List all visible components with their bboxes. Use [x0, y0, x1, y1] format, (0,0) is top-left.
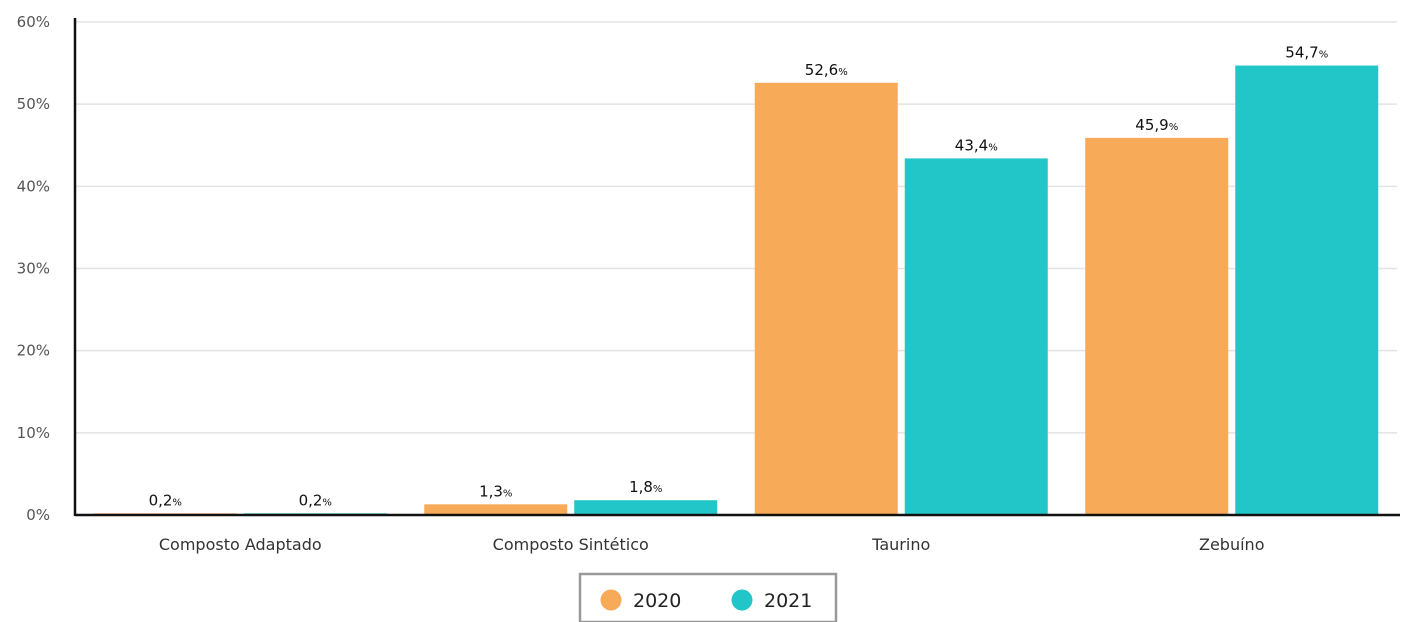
- bars: [93, 65, 1379, 516]
- data-label: 45,9%: [1135, 116, 1178, 134]
- bar-2021-1[interactable]: [574, 500, 718, 515]
- bar-2020-3[interactable]: [1085, 137, 1229, 516]
- data-label: 43,4%: [955, 136, 998, 154]
- legend-label-2020[interactable]: 2020: [633, 590, 681, 612]
- y-tick-label: 20%: [17, 342, 50, 360]
- x-tick-label: Composto Adaptado: [159, 535, 322, 554]
- legend-marker-2020[interactable]: [600, 589, 622, 611]
- data-label: 0,2%: [299, 491, 332, 509]
- bar-2021-3[interactable]: [1235, 65, 1379, 515]
- data-label: 54,7%: [1285, 44, 1328, 62]
- data-labels: 0,2% 0,2% 1,3% 1,8% 52,6% 43,4% 45,9% 54,7%: [149, 44, 1329, 510]
- y-tick-label: 60%: [17, 13, 50, 31]
- x-axis: Composto Adaptado Composto Sintético Tauri…: [75, 513, 1400, 554]
- bar-2021-2[interactable]: [904, 158, 1048, 515]
- data-label: 1,8%: [629, 478, 662, 496]
- y-tick-label: 10%: [17, 424, 50, 442]
- data-label: 0,2%: [149, 491, 182, 509]
- x-tick-label: Composto Sintético: [493, 535, 649, 554]
- bar-2020-1[interactable]: [424, 504, 568, 515]
- legend[interactable]: 2020 2021: [578, 572, 838, 622]
- legend-marker-2021[interactable]: [731, 589, 753, 611]
- y-tick-label: 0%: [26, 506, 50, 524]
- bar-2020-2[interactable]: [754, 82, 898, 515]
- y-tick-label: 50%: [17, 95, 50, 113]
- y-tick-label: 40%: [17, 177, 50, 195]
- x-tick-label: Zebuíno: [1199, 535, 1264, 554]
- legend-box: [578, 572, 838, 622]
- legend-label-2021[interactable]: 2021: [764, 590, 812, 612]
- x-tick-label: Taurino: [871, 535, 930, 554]
- data-label: 1,3%: [479, 482, 512, 500]
- y-tick-label: 30%: [17, 260, 50, 278]
- y-axis: 0% 10% 20% 30% 40% 50% 60%: [17, 13, 77, 524]
- data-label: 52,6%: [805, 61, 848, 79]
